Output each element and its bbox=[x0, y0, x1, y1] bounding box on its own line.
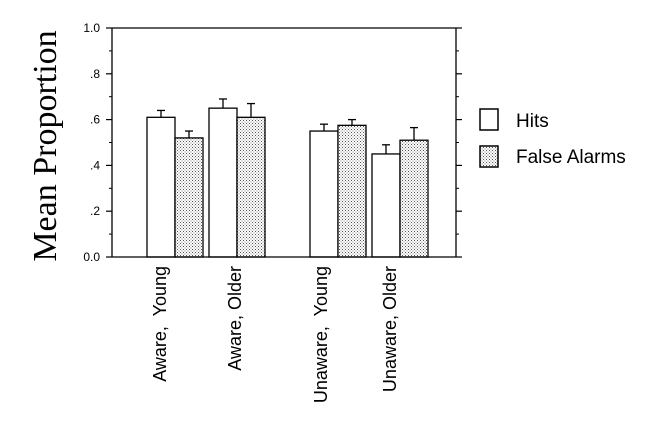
bars-group bbox=[146, 98, 429, 258]
x-category-label: Aware, Older bbox=[225, 266, 245, 371]
bar-hits bbox=[371, 153, 401, 258]
bar-hits bbox=[146, 116, 176, 258]
legend-swatch-hits bbox=[479, 108, 499, 131]
y-tick-label: 0.0 bbox=[83, 250, 100, 264]
y-axis-ticks: 0.0 .2 .4 .6 .8 1.0 bbox=[83, 21, 462, 264]
bar-false-alarms bbox=[399, 139, 429, 258]
legend: Hits False Alarms bbox=[479, 108, 626, 168]
y-tick-label: 1.0 bbox=[83, 21, 100, 35]
x-category-label: Unaware, Young bbox=[311, 266, 331, 403]
y-axis-label: Mean Proportion bbox=[27, 30, 64, 261]
bar-hits bbox=[309, 130, 339, 258]
x-axis-category-labels: Aware, Young Aware, Older Unaware, Young Un… bbox=[150, 266, 400, 403]
y-tick-label: .4 bbox=[90, 158, 100, 172]
legend-label-hits: Hits bbox=[516, 111, 549, 132]
y-tick-label: .6 bbox=[90, 113, 100, 127]
plot-frame bbox=[111, 27, 457, 258]
x-category-label: Unaware, Older bbox=[380, 266, 400, 392]
y-tick-label: .2 bbox=[90, 204, 100, 218]
bar-false-alarms bbox=[236, 116, 266, 258]
x-category-label: Aware, Young bbox=[150, 266, 170, 382]
bar-false-alarms bbox=[174, 137, 204, 258]
y-tick-label: .8 bbox=[90, 67, 100, 81]
bar-hits bbox=[208, 107, 238, 258]
legend-label-false-alarms: False Alarms bbox=[516, 147, 626, 168]
legend-swatch-false-alarms bbox=[479, 145, 499, 168]
bar-false-alarms bbox=[337, 124, 367, 258]
